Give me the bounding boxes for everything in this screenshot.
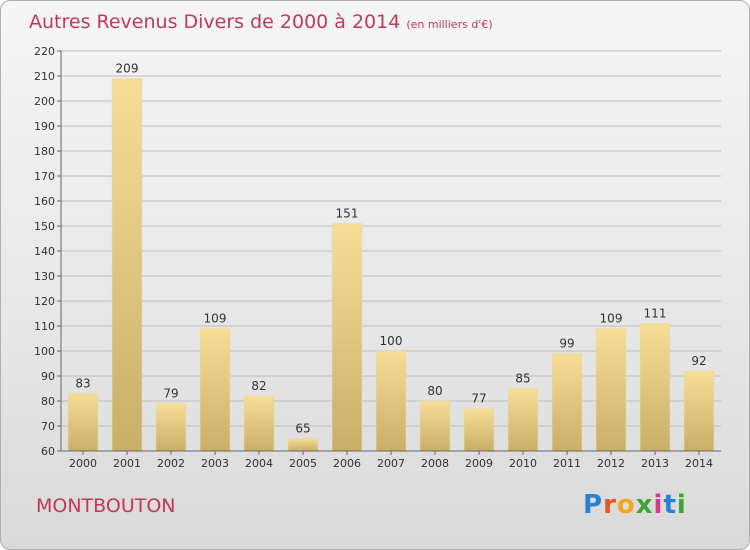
x-tick-label-2001: 2001 [113, 457, 141, 470]
logo-letter: o [616, 490, 636, 520]
logo-letter: x [635, 490, 654, 520]
y-tick-label: 130 [34, 270, 55, 283]
data-label-2011: 99 [559, 337, 574, 351]
y-tick-label: 140 [34, 245, 55, 258]
bar-2010 [507, 388, 539, 452]
x-tick-label-2013: 2013 [641, 457, 669, 470]
bar-2014 [683, 370, 715, 452]
y-tick-label: 110 [34, 320, 55, 333]
y-tick-label: 120 [34, 295, 55, 308]
bar-2011 [551, 353, 583, 452]
data-label-2002: 79 [163, 387, 178, 401]
logo-letter: i [676, 490, 687, 520]
x-tick-label-2007: 2007 [377, 457, 405, 470]
y-tick-label: 180 [34, 145, 55, 158]
x-tick-label-2010: 2010 [509, 457, 537, 470]
data-label-2010: 85 [515, 372, 530, 386]
bar-2002 [155, 403, 187, 452]
y-tick-label: 200 [34, 95, 55, 108]
y-tick-label: 160 [34, 195, 55, 208]
y-tick-label: 100 [34, 345, 55, 358]
bar-2007 [375, 350, 407, 452]
bar-2004 [243, 395, 275, 452]
logo-letter: i [653, 490, 664, 520]
data-label-2007: 100 [380, 334, 403, 348]
y-tick-label: 60 [41, 445, 55, 458]
y-tick-label: 80 [41, 395, 55, 408]
x-tick-label-2005: 2005 [289, 457, 317, 470]
location-label: MONTBOUTON [36, 495, 176, 517]
data-label-2005: 65 [295, 422, 310, 436]
y-tick-label: 220 [34, 45, 55, 58]
data-label-2004: 82 [251, 379, 266, 393]
bar-2006 [331, 223, 363, 452]
x-tick-label-2002: 2002 [157, 457, 185, 470]
x-tick-label-2009: 2009 [465, 457, 493, 470]
bar-2000 [67, 393, 99, 452]
chart-title: Autres Revenus Divers de 2000 à 2014 (en … [29, 11, 493, 33]
logo-letter: P [583, 490, 604, 520]
y-tick-label: 70 [41, 420, 55, 433]
bar-2001 [111, 78, 143, 452]
data-label-2012: 109 [600, 312, 623, 326]
data-label-2001: 209 [116, 62, 139, 76]
x-tick-label-2008: 2008 [421, 457, 449, 470]
data-label-2014: 92 [691, 354, 706, 368]
bar-2008 [419, 400, 451, 452]
x-tick-label-2012: 2012 [597, 457, 625, 470]
bar-2012 [595, 328, 627, 452]
x-tick-label-2004: 2004 [245, 457, 273, 470]
y-tick-label: 170 [34, 170, 55, 183]
data-label-2003: 109 [204, 312, 227, 326]
chart-subtitle: (en milliers d'€) [406, 18, 493, 31]
title-text: Autres Revenus Divers de 2000 à 2014 [29, 11, 401, 33]
x-tick-label-2003: 2003 [201, 457, 229, 470]
y-tick-label: 90 [41, 370, 55, 383]
logo-letter: t [663, 490, 677, 520]
data-label-2013: 111 [644, 307, 667, 321]
bar-2005 [287, 438, 319, 452]
y-tick-label: 190 [34, 120, 55, 133]
proxiti-logo: Proxiti [583, 490, 687, 520]
bar-2013 [639, 323, 671, 452]
x-tick-label-2011: 2011 [553, 457, 581, 470]
bar-2009 [463, 408, 495, 452]
y-tick-label: 210 [34, 70, 55, 83]
data-label-2008: 80 [427, 384, 442, 398]
data-label-2000: 83 [75, 377, 90, 391]
logo-letter: r [603, 490, 617, 520]
data-label-2009: 77 [471, 392, 486, 406]
x-tick-label-2014: 2014 [685, 457, 713, 470]
x-tick-label-2006: 2006 [333, 457, 361, 470]
bar-2003 [199, 328, 231, 452]
x-tick-label-2000: 2000 [69, 457, 97, 470]
y-tick-label: 150 [34, 220, 55, 233]
data-label-2006: 151 [336, 207, 359, 221]
